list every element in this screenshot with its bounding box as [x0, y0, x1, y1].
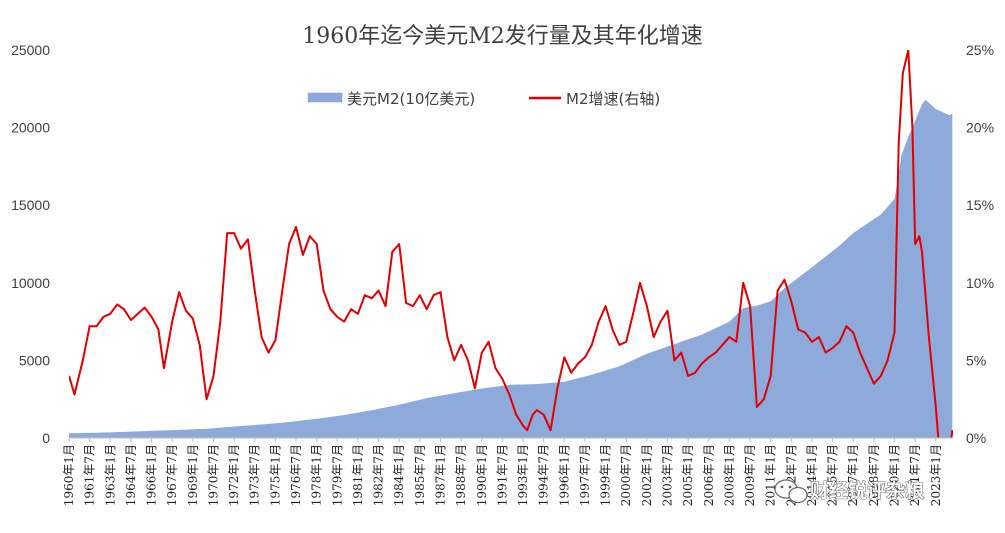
- wechat-icon: [774, 479, 808, 504]
- y-left-tick-label: 20000: [11, 120, 50, 136]
- legend-area-swatch: [307, 92, 343, 103]
- x-tick-label: 1996年1月: [557, 444, 571, 506]
- x-tick-label: 2003年7月: [661, 444, 675, 506]
- x-tick-label: 1964年7月: [124, 444, 138, 506]
- x-tick-label: 1963年1月: [103, 444, 117, 506]
- x-tick-label: 1961年7月: [83, 444, 97, 506]
- x-tick-label: 1966年1月: [145, 444, 159, 506]
- x-tick-label: 1973年7月: [248, 444, 262, 506]
- x-tick-label: 1978年1月: [310, 444, 324, 506]
- x-tick-label: 1979年7月: [330, 444, 344, 506]
- y-left-tick-label: 5000: [19, 352, 50, 368]
- x-tick-label: 1982年7月: [372, 444, 386, 506]
- chart-title: 1960年迄今美元M2发行量及其年化增速: [302, 24, 703, 49]
- x-tick-label: 1970年7月: [206, 444, 220, 506]
- x-tick-label: 1987年1月: [433, 444, 447, 506]
- legend-line-label: M2增速(右轴): [566, 90, 660, 108]
- x-tick-label: 1994年7月: [537, 444, 551, 506]
- x-tick-label: 2011年1月: [764, 444, 778, 506]
- x-tick-label: 2020年1月: [888, 444, 902, 506]
- x-tick-label: 2002年1月: [640, 444, 654, 506]
- watermark: 财经锐评杂粮: [774, 479, 924, 504]
- x-tick-label: 1997年7月: [578, 444, 592, 506]
- x-tick-label: 1990年1月: [475, 444, 489, 506]
- y-left-tick-label: 10000: [11, 275, 50, 291]
- x-tick-label: 2000年7月: [619, 444, 633, 506]
- x-tick-label: 2008年1月: [722, 444, 736, 506]
- x-tick-label: 1991年7月: [495, 444, 509, 506]
- x-tick-label: 1984年1月: [392, 444, 406, 506]
- y-left-tick-label: 0: [42, 430, 50, 446]
- x-tick-label: 2018年7月: [867, 444, 881, 506]
- x-tick-label: 2021年7月: [908, 444, 922, 506]
- x-tick-label: 1967年7月: [165, 444, 179, 506]
- x-tick-label: 1975年1月: [268, 444, 282, 506]
- y-left-tick-label: 15000: [11, 197, 50, 213]
- y-right-tick-label: 5%: [966, 352, 986, 368]
- x-tick-label: 2009年7月: [743, 444, 757, 506]
- m2-growth-line: [69, 50, 953, 438]
- x-tick-label: 1972年1月: [227, 444, 241, 506]
- x-tick-label: 1969年1月: [186, 444, 200, 506]
- x-tick-label: 2005年1月: [681, 444, 695, 506]
- x-tick-label: 1988年7月: [454, 444, 468, 506]
- x-tick-label: 1981年1月: [351, 444, 365, 506]
- x-tick-label: 1999年1月: [599, 444, 613, 506]
- legend-area-label: 美元M2(10亿美元): [347, 90, 475, 108]
- m2-area: [69, 99, 953, 438]
- y-right-tick-label: 0%: [966, 430, 986, 446]
- x-tick-label: 2023年1月: [929, 444, 943, 506]
- x-tick-label: 1960年1月: [62, 444, 76, 506]
- legend: 美元M2(10亿美元) M2增速(右轴): [307, 90, 660, 108]
- y-right-tick-label: 20%: [966, 120, 994, 136]
- y-right-tick-label: 25%: [966, 42, 994, 58]
- m2-growth-line-series: [69, 50, 953, 438]
- x-tick-label: 2014年1月: [805, 444, 819, 506]
- x-tick-label: 1985年7月: [413, 444, 427, 506]
- x-tick-label: 1993年1月: [516, 444, 530, 506]
- x-tick-label: 2006年7月: [702, 444, 716, 506]
- x-tick-label: 1976年7月: [289, 444, 303, 506]
- watermark-text: 财经锐评杂粮: [810, 479, 924, 502]
- y-right-tick-label: 10%: [966, 275, 994, 291]
- y-left-tick-label: 25000: [11, 42, 50, 58]
- m2-area-series: [69, 99, 953, 438]
- y-right-tick-label: 15%: [966, 197, 994, 213]
- x-tick-label: 2015年7月: [826, 444, 840, 506]
- x-tick-label: 2017年1月: [846, 444, 860, 506]
